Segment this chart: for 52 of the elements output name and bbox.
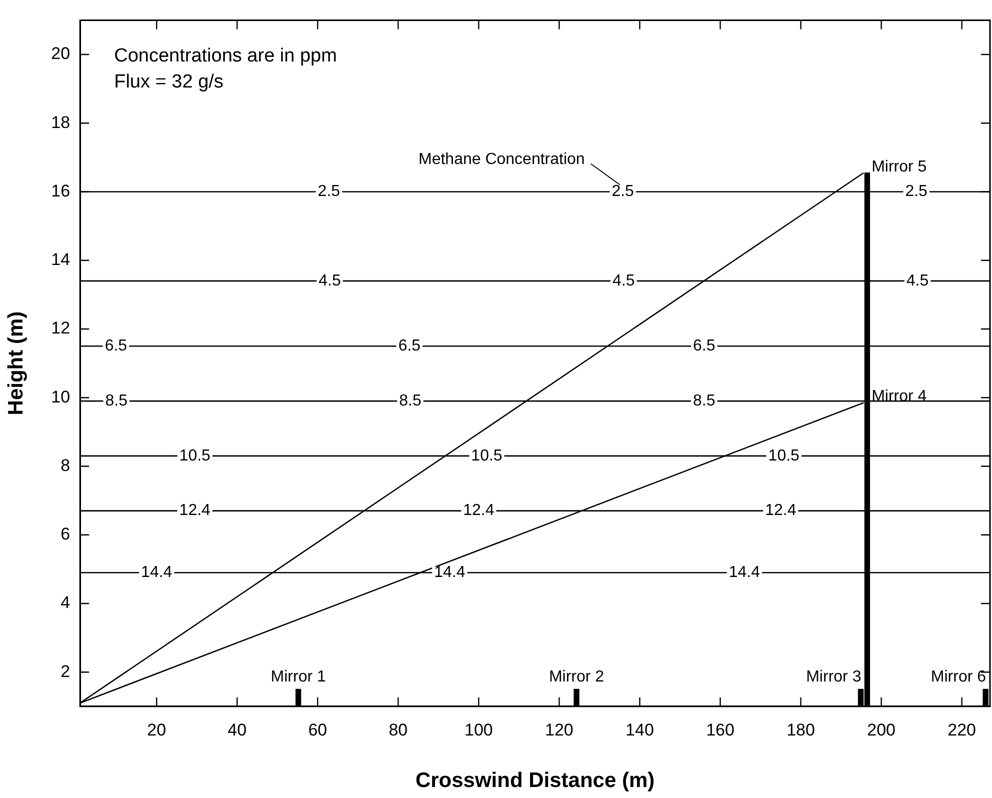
x-tick-label: 40	[228, 720, 247, 740]
x-tick-label: 120	[545, 720, 574, 740]
x-tick-label: 220	[948, 720, 976, 740]
y-tick-label: 8	[60, 456, 70, 475]
annotation: 2.5	[612, 183, 634, 200]
y-tick-label: 16	[51, 181, 70, 200]
y-tick-label: 4	[60, 593, 70, 612]
x-tick-label: 20	[147, 720, 166, 740]
annotation: 4.5	[906, 272, 929, 290]
x-tick-label: 140	[626, 720, 654, 740]
annotation: 10.5	[179, 447, 211, 464]
x-tick-label: 100	[464, 720, 493, 740]
annotation: 10.5	[471, 447, 502, 464]
y-tick-label: 20	[51, 44, 70, 64]
annotation: 14.4	[728, 564, 760, 581]
annotation: 6.5	[398, 338, 421, 355]
x-axis-title: Crosswind Distance (m)	[415, 769, 655, 792]
y-tick-label: 14	[51, 250, 70, 270]
annotation: 12.4	[765, 502, 796, 520]
x-tick-label: 80	[388, 720, 408, 740]
y-tick-label: 2	[60, 662, 70, 681]
annotation: Mirror 1	[270, 668, 326, 686]
annotation: 12.4	[179, 502, 211, 520]
annotation: 4.5	[318, 272, 341, 290]
x-tick-label: 60	[308, 720, 328, 740]
annotation: Concentrations are in ppm	[114, 45, 337, 66]
annotation: 10.5	[768, 447, 800, 464]
annotation: Mirror 4	[872, 388, 927, 406]
annotation: 6.5	[104, 338, 128, 355]
annotation: Mirror 2	[548, 668, 604, 686]
y-tick-label: 12	[51, 318, 70, 338]
annotation: Mirror 3	[806, 668, 862, 686]
annotation: 6.5	[693, 338, 716, 355]
annotation: 4.5	[612, 272, 635, 290]
x-tick-label: 180	[786, 720, 815, 740]
y-tick-label: 6	[60, 524, 70, 544]
annotation: 12.4	[463, 502, 494, 520]
x-tick-label: 160	[706, 720, 734, 740]
annotation: Methane Concentration	[418, 151, 585, 168]
y-axis-title: Height (m)	[4, 311, 28, 416]
y-tick-label: 10	[51, 387, 70, 406]
x-tick-label: 200	[867, 720, 896, 740]
annotation: 2.5	[905, 183, 928, 200]
annotation: 8.5	[693, 392, 716, 410]
annotation: Flux = 32 g/s	[114, 71, 224, 92]
annotation: 2.5	[318, 183, 340, 200]
annotation: 8.5	[399, 392, 422, 410]
annotation: Mirror 5	[872, 158, 927, 176]
annotation: 14.4	[434, 564, 466, 581]
y-tick-label: 18	[51, 112, 70, 132]
annotation: 14.4	[141, 564, 172, 581]
annotation: 8.5	[105, 392, 128, 410]
